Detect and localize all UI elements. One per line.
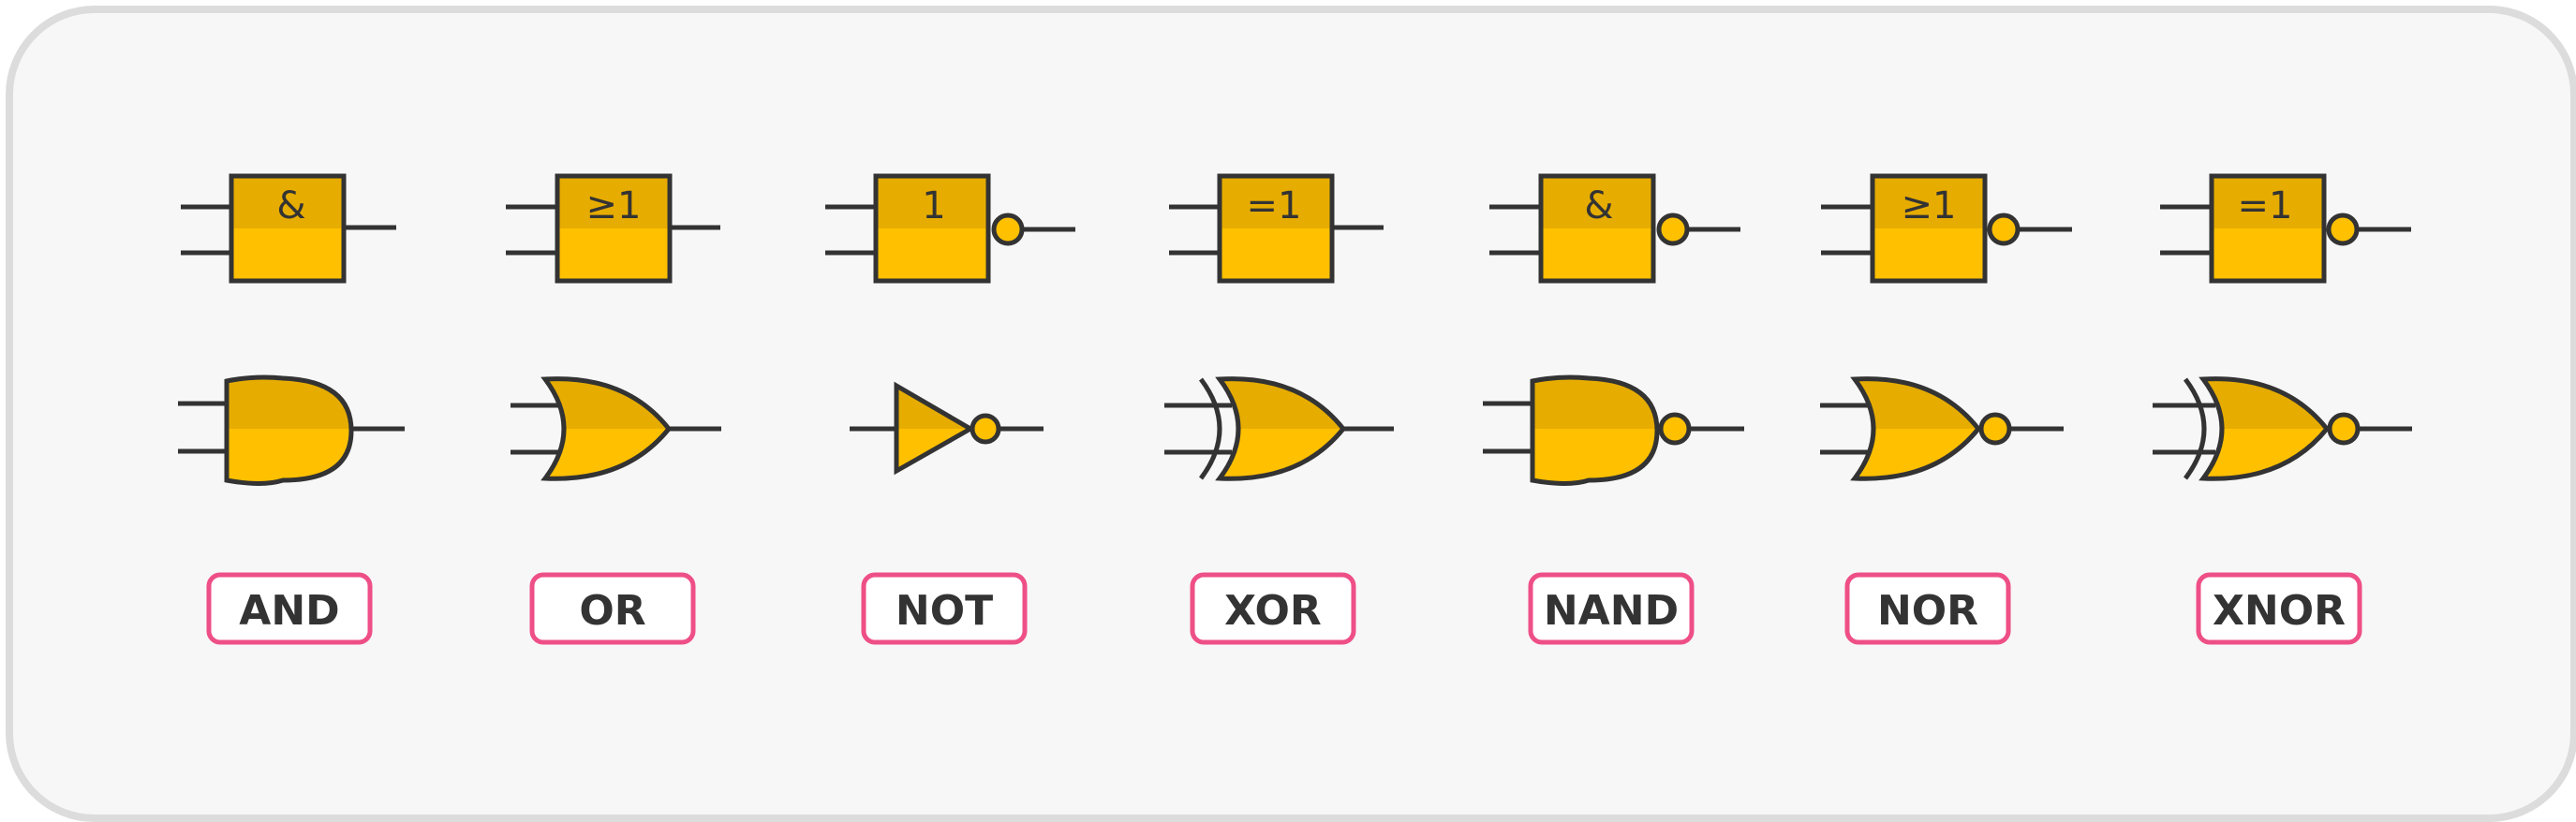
iec-nand-gate: & [1489,173,1740,284]
iec-and-gate: & [181,173,396,284]
iec-symbol: & [276,184,305,228]
gate-name: NAND [1544,587,1679,635]
xor-icon [1164,376,1394,481]
label-and: AND [206,572,373,645]
label-or: OR [529,572,696,645]
nor-icon [1820,376,2064,481]
gate-name: OR [579,587,645,635]
or-icon [511,376,721,481]
nand-icon [1483,374,1744,486]
gate-name: NOT [896,587,993,635]
iec-symbol: =1 [1247,184,1302,228]
and-icon [178,374,405,486]
label-not: NOT [861,572,1028,645]
label-xor: XOR [1190,572,1356,645]
label-nand: NAND [1528,572,1695,645]
gate-name: AND [239,587,339,635]
label-nor: NOR [1844,572,2011,645]
iec-symbol: =1 [2238,184,2293,228]
iec-not-gate: 1 [825,173,1075,284]
gate-name: XOR [1224,587,1322,635]
iec-xor-gate: =1 [1169,173,1384,284]
iec-symbol: 1 [922,184,945,228]
iec-xnor-gate: =1 [2160,173,2411,284]
label-xnor: XNOR [2196,572,2362,645]
iec-symbol: ≥1 [586,184,642,228]
iec-nor-gate: ≥1 [1821,173,2072,284]
not-icon [850,381,1044,476]
iec-symbol: ≥1 [1902,184,1957,228]
gate-name: NOR [1877,587,1978,635]
gate-name: XNOR [2213,587,2346,635]
iec-or-gate: ≥1 [506,173,720,284]
xnor-icon [2153,376,2412,481]
iec-symbol: & [1584,184,1613,228]
